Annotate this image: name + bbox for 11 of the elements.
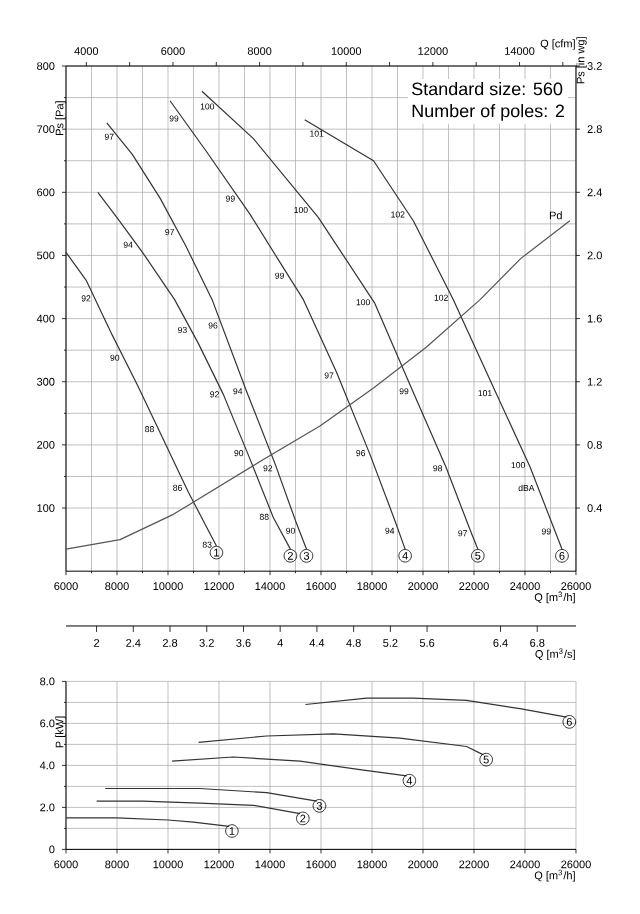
annotation: Standard size: 560	[412, 82, 563, 96]
line-series	[97, 191, 291, 550]
line-series	[304, 697, 568, 718]
line-series	[197, 733, 485, 756]
line-series	[169, 100, 406, 550]
line-series	[304, 119, 563, 550]
line-series	[65, 251, 218, 547]
line-series	[106, 122, 308, 550]
annotation: Number of poles: 2	[412, 104, 564, 121]
line-series	[171, 756, 408, 777]
line-series	[95, 800, 301, 815]
